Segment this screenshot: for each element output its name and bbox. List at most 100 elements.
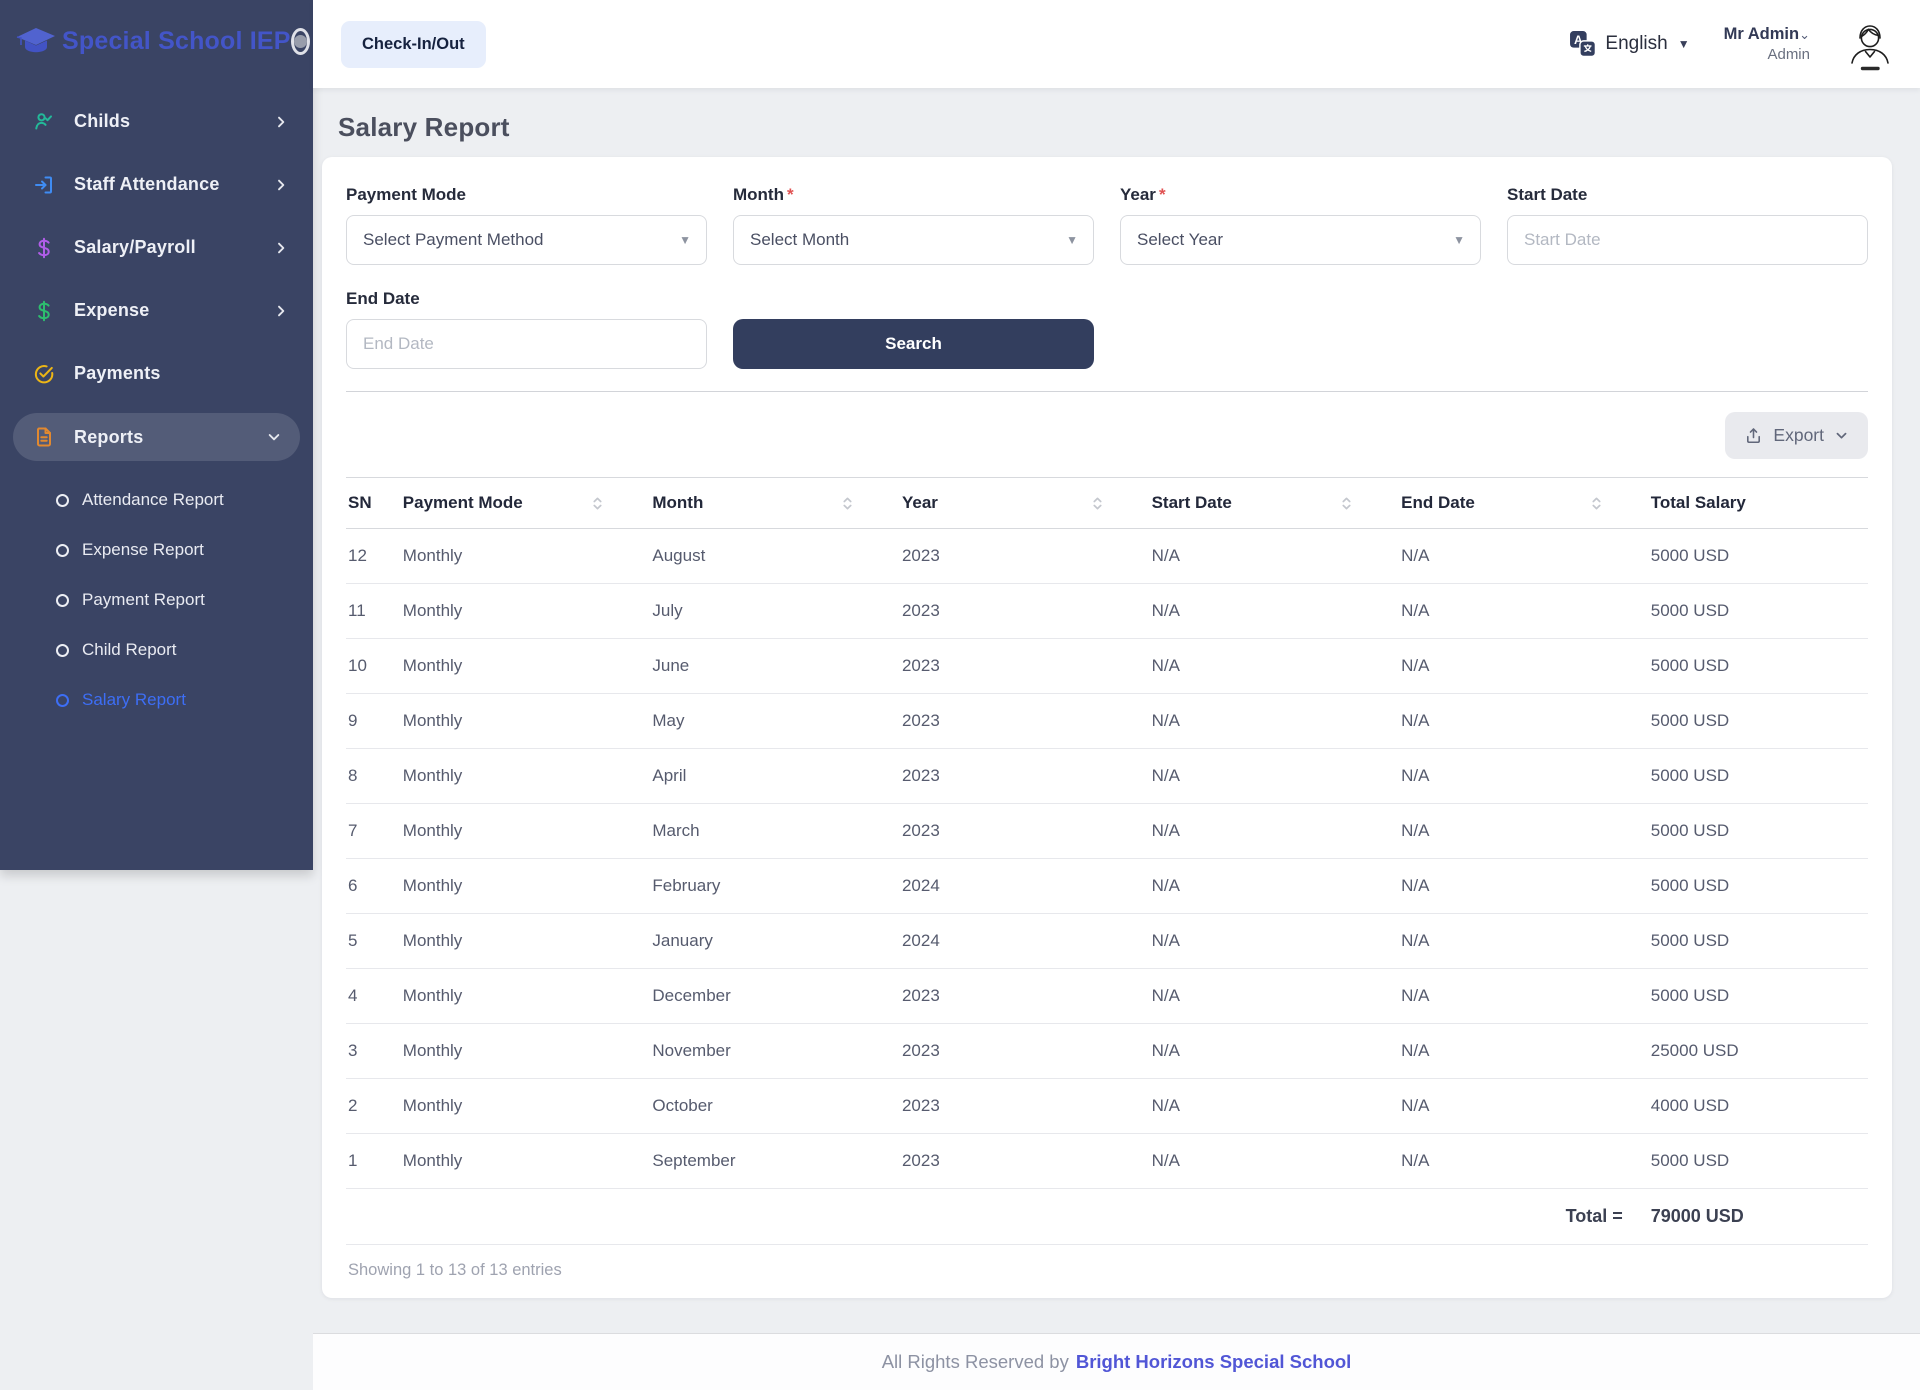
language-switcher[interactable]: A English ▼ bbox=[1569, 30, 1690, 58]
table-row: 6 Monthly February 2024 N/A N/A 5000 USD bbox=[346, 858, 1868, 914]
payment-mode-label: Payment Mode bbox=[346, 185, 466, 204]
cell-end-date: N/A bbox=[1399, 583, 1649, 639]
cell-end-date: N/A bbox=[1399, 913, 1649, 969]
start-date-input[interactable] bbox=[1507, 215, 1868, 265]
column-sn[interactable]: SN bbox=[346, 477, 401, 529]
bullet-icon bbox=[56, 543, 69, 557]
submenu-item-label: Payment Report bbox=[82, 590, 205, 609]
cell-end-date: N/A bbox=[1399, 803, 1649, 859]
submenu-attendance-report[interactable]: Attendance Report bbox=[0, 475, 313, 525]
sidebar-expense[interactable]: Expense bbox=[0, 279, 313, 342]
cell-payment-mode: Monthly bbox=[400, 913, 651, 969]
cell-sn: 8 bbox=[346, 748, 401, 804]
cell-start-date: N/A bbox=[1149, 583, 1400, 639]
submenu-payment-report[interactable]: Payment Report bbox=[0, 575, 313, 625]
table-row: 8 Monthly April 2023 N/A N/A 5000 USD bbox=[346, 748, 1868, 804]
caret-down-icon: ▼ bbox=[679, 233, 691, 247]
table-row: 1 Monthly September 2023 N/A N/A 5000 US… bbox=[346, 1133, 1868, 1189]
cell-sn: 3 bbox=[346, 1023, 401, 1079]
cell-total-salary: 5000 USD bbox=[1648, 748, 1868, 804]
column-start-date[interactable]: Start Date bbox=[1149, 477, 1400, 529]
cell-end-date: N/A bbox=[1399, 968, 1649, 1024]
table-row: 11 Monthly July 2023 N/A N/A 5000 USD bbox=[346, 583, 1868, 639]
table-row: 4 Monthly December 2023 N/A N/A 5000 USD bbox=[346, 968, 1868, 1024]
cell-sn: 11 bbox=[346, 583, 401, 639]
total-label: Total = bbox=[346, 1188, 1649, 1245]
translate-icon: A bbox=[1569, 30, 1597, 58]
cell-sn: 7 bbox=[346, 803, 401, 859]
column-total-salary[interactable]: Total Salary bbox=[1648, 477, 1868, 529]
start-date-field: Start Date bbox=[1507, 185, 1868, 265]
sort-icon[interactable] bbox=[839, 495, 856, 512]
sidebar-toggle-icon[interactable] bbox=[290, 27, 310, 55]
content: Salary Report Payment Mode Select Paymen… bbox=[313, 88, 1920, 1333]
cell-total-salary: 5000 USD bbox=[1648, 803, 1868, 859]
sidebar-payments[interactable]: Payments bbox=[0, 342, 313, 405]
check-in-out-button[interactable]: Check-In/Out bbox=[341, 20, 486, 68]
user-menu[interactable]: Mr Admin⌄ Admin bbox=[1724, 23, 1810, 66]
submenu-child-report[interactable]: Child Report bbox=[0, 625, 313, 675]
export-button[interactable]: Export bbox=[1725, 412, 1868, 459]
required-asterisk: * bbox=[786, 185, 794, 204]
table-row: 3 Monthly November 2023 N/A N/A 25000 US… bbox=[346, 1023, 1868, 1079]
sidebar-reports[interactable]: Reports bbox=[13, 413, 300, 461]
sidebar-item-label: Salary/Payroll bbox=[74, 237, 196, 257]
cell-sn: 12 bbox=[346, 528, 401, 584]
reports-submenu: Attendance Report Expense Report Payment… bbox=[0, 469, 313, 725]
cell-payment-mode: Monthly bbox=[400, 1078, 651, 1134]
sort-icon[interactable] bbox=[1338, 495, 1355, 512]
cell-month: May bbox=[650, 693, 900, 749]
cell-year: 2024 bbox=[899, 858, 1150, 914]
sort-icon[interactable] bbox=[1588, 495, 1605, 512]
payment-mode-field: Payment Mode Select Payment Method ▼ bbox=[346, 185, 707, 265]
sidebar-item-label: Childs bbox=[74, 111, 131, 131]
submenu-expense-report[interactable]: Expense Report bbox=[0, 525, 313, 575]
salary-icon bbox=[32, 236, 56, 260]
cell-year: 2023 bbox=[899, 968, 1150, 1024]
table-row: 9 Monthly May 2023 N/A N/A 5000 USD bbox=[346, 693, 1868, 749]
column-end-date[interactable]: End Date bbox=[1399, 477, 1649, 529]
column-payment-mode[interactable]: Payment Mode bbox=[400, 477, 651, 529]
cell-payment-mode: Monthly bbox=[400, 693, 651, 749]
table-header: SN Payment Mode bbox=[346, 477, 1868, 529]
sort-icon[interactable] bbox=[589, 495, 606, 512]
year-select[interactable]: Select Year ▼ bbox=[1120, 215, 1481, 265]
sidebar-staff-attendance[interactable]: Staff Attendance bbox=[0, 153, 313, 216]
sidebar-item-label: Staff Attendance bbox=[74, 174, 220, 194]
cell-end-date: N/A bbox=[1399, 693, 1649, 749]
footer-brand-link[interactable]: Bright Horizons Special School bbox=[1075, 1351, 1352, 1372]
cell-month: March bbox=[650, 803, 900, 859]
cell-sn: 2 bbox=[346, 1078, 401, 1134]
sort-icon[interactable] bbox=[1089, 495, 1106, 512]
cell-start-date: N/A bbox=[1149, 1133, 1400, 1189]
bullet-icon bbox=[56, 593, 69, 607]
chevron-down-icon bbox=[1834, 428, 1849, 443]
cell-end-date: N/A bbox=[1399, 638, 1649, 694]
avatar[interactable] bbox=[1844, 17, 1896, 71]
submenu-salary-report[interactable]: Salary Report bbox=[0, 675, 313, 725]
cell-end-date: N/A bbox=[1399, 1023, 1649, 1079]
cell-payment-mode: Monthly bbox=[400, 583, 651, 639]
app-title: Special School IEP bbox=[62, 26, 291, 55]
cell-total-salary: 25000 USD bbox=[1648, 1023, 1868, 1079]
bullet-icon bbox=[56, 693, 69, 707]
cell-payment-mode: Monthly bbox=[400, 528, 651, 584]
cell-year: 2024 bbox=[899, 913, 1150, 969]
cell-start-date: N/A bbox=[1149, 748, 1400, 804]
month-select[interactable]: Select Month ▼ bbox=[733, 215, 1094, 265]
cell-total-salary: 5000 USD bbox=[1648, 858, 1868, 914]
column-year[interactable]: Year bbox=[899, 477, 1150, 529]
payments-icon bbox=[32, 362, 56, 386]
end-date-input[interactable] bbox=[346, 319, 707, 369]
cell-end-date: N/A bbox=[1399, 1133, 1649, 1189]
user-name: Mr Admin⌄ bbox=[1723, 24, 1810, 43]
cell-sn: 4 bbox=[346, 968, 401, 1024]
payment-mode-select[interactable]: Select Payment Method ▼ bbox=[346, 215, 707, 265]
search-button[interactable]: Search bbox=[733, 319, 1094, 369]
sidebar-salary-payroll[interactable]: Salary/Payroll bbox=[0, 216, 313, 279]
column-month[interactable]: Month bbox=[650, 477, 900, 529]
cell-sn: 5 bbox=[346, 913, 401, 969]
sidebar-childs[interactable]: Childs bbox=[0, 90, 313, 153]
cell-month: December bbox=[650, 968, 900, 1024]
cell-payment-mode: Monthly bbox=[400, 968, 651, 1024]
